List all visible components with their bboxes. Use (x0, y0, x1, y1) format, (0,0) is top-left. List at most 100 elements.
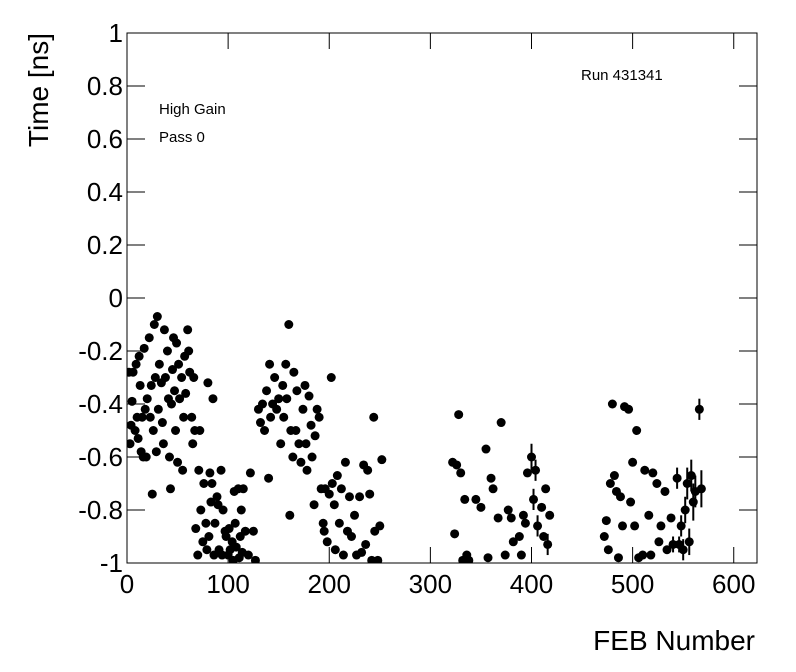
data-point (276, 439, 286, 449)
data-point (201, 518, 211, 528)
data-point (265, 359, 275, 369)
data-point (279, 412, 289, 422)
data-point (454, 410, 464, 420)
data-point (152, 312, 162, 322)
data-point (672, 473, 682, 483)
data-point (250, 555, 260, 563)
data-point (194, 465, 204, 475)
data-point (160, 373, 170, 382)
data-point (488, 484, 498, 494)
data-point (541, 484, 551, 494)
data-point (355, 492, 365, 502)
y-tick-label: 0.6 (87, 124, 123, 154)
y-axis-title: Time [ns] (23, 33, 54, 147)
data-point (601, 516, 611, 526)
data-point (373, 555, 383, 563)
x-axis-title: FEB Number (593, 625, 755, 656)
data-point (236, 505, 246, 515)
data-point (191, 524, 201, 534)
y-tick-label: 1 (109, 18, 123, 48)
data-point (680, 505, 690, 515)
data-point (145, 412, 155, 422)
marks-layer (127, 312, 706, 563)
data-point (184, 346, 194, 356)
data-point (212, 492, 222, 502)
data-point (539, 532, 549, 541)
data-point (266, 412, 276, 422)
gain-label: High Gain (159, 101, 226, 118)
data-point (309, 500, 319, 510)
data-point (605, 479, 615, 488)
data-point (164, 452, 174, 462)
data-point (537, 502, 547, 512)
data-point (533, 521, 543, 531)
data-point (526, 452, 536, 462)
data-point (638, 550, 648, 560)
data-point (172, 338, 182, 348)
data-point (662, 545, 672, 555)
data-point (189, 373, 199, 382)
y-tick-label: -0.6 (78, 442, 123, 472)
data-point (149, 320, 159, 329)
data-point (609, 471, 619, 481)
data-point (128, 367, 138, 377)
data-point (166, 399, 176, 409)
data-point (648, 468, 658, 478)
data-point (508, 537, 518, 547)
data-point (460, 494, 470, 504)
data-point (531, 465, 541, 475)
data-point (289, 367, 299, 377)
data-point (522, 468, 532, 478)
data-point (696, 484, 706, 494)
data-point (486, 473, 496, 483)
data-point (207, 479, 217, 488)
data-point (666, 513, 676, 523)
data-point (178, 465, 188, 475)
data-point (330, 545, 340, 555)
data-point (694, 404, 704, 414)
x-tick-label: 0 (120, 569, 134, 599)
data-point (274, 394, 284, 404)
data-point (298, 404, 308, 414)
data-point (516, 550, 526, 560)
data-point (134, 351, 144, 361)
data-point (195, 426, 205, 435)
data-point (543, 539, 553, 549)
data-point (153, 404, 163, 414)
data-point (338, 550, 348, 560)
x-tick-label: 100 (206, 569, 249, 599)
data-point (603, 545, 613, 555)
data-point (135, 380, 145, 390)
data-point (307, 452, 317, 462)
data-point (171, 426, 181, 435)
data-point (154, 359, 164, 369)
data-point (344, 492, 354, 502)
data-point (142, 394, 152, 404)
data-point (292, 386, 302, 396)
data-point (206, 497, 216, 507)
data-point (300, 380, 310, 390)
data-point (260, 426, 270, 435)
data-point (204, 532, 214, 541)
data-point (682, 479, 692, 488)
data-point (319, 526, 329, 536)
data-point (626, 497, 636, 507)
data-point (369, 412, 379, 422)
data-point (688, 497, 698, 507)
data-point (618, 521, 628, 531)
data-point (496, 418, 506, 428)
data-point (216, 465, 226, 475)
data-point (318, 518, 328, 528)
x-tick-label: 500 (611, 569, 654, 599)
data-point (656, 521, 666, 531)
data-point (336, 484, 346, 494)
y-tick-label: -1 (100, 548, 123, 578)
data-point (628, 457, 638, 467)
data-point (210, 518, 220, 528)
data-point (312, 404, 322, 414)
data-point (361, 539, 371, 549)
data-point (615, 492, 625, 502)
data-point (520, 518, 530, 528)
y-tick-label: -0.2 (78, 336, 123, 366)
data-point (357, 547, 367, 557)
